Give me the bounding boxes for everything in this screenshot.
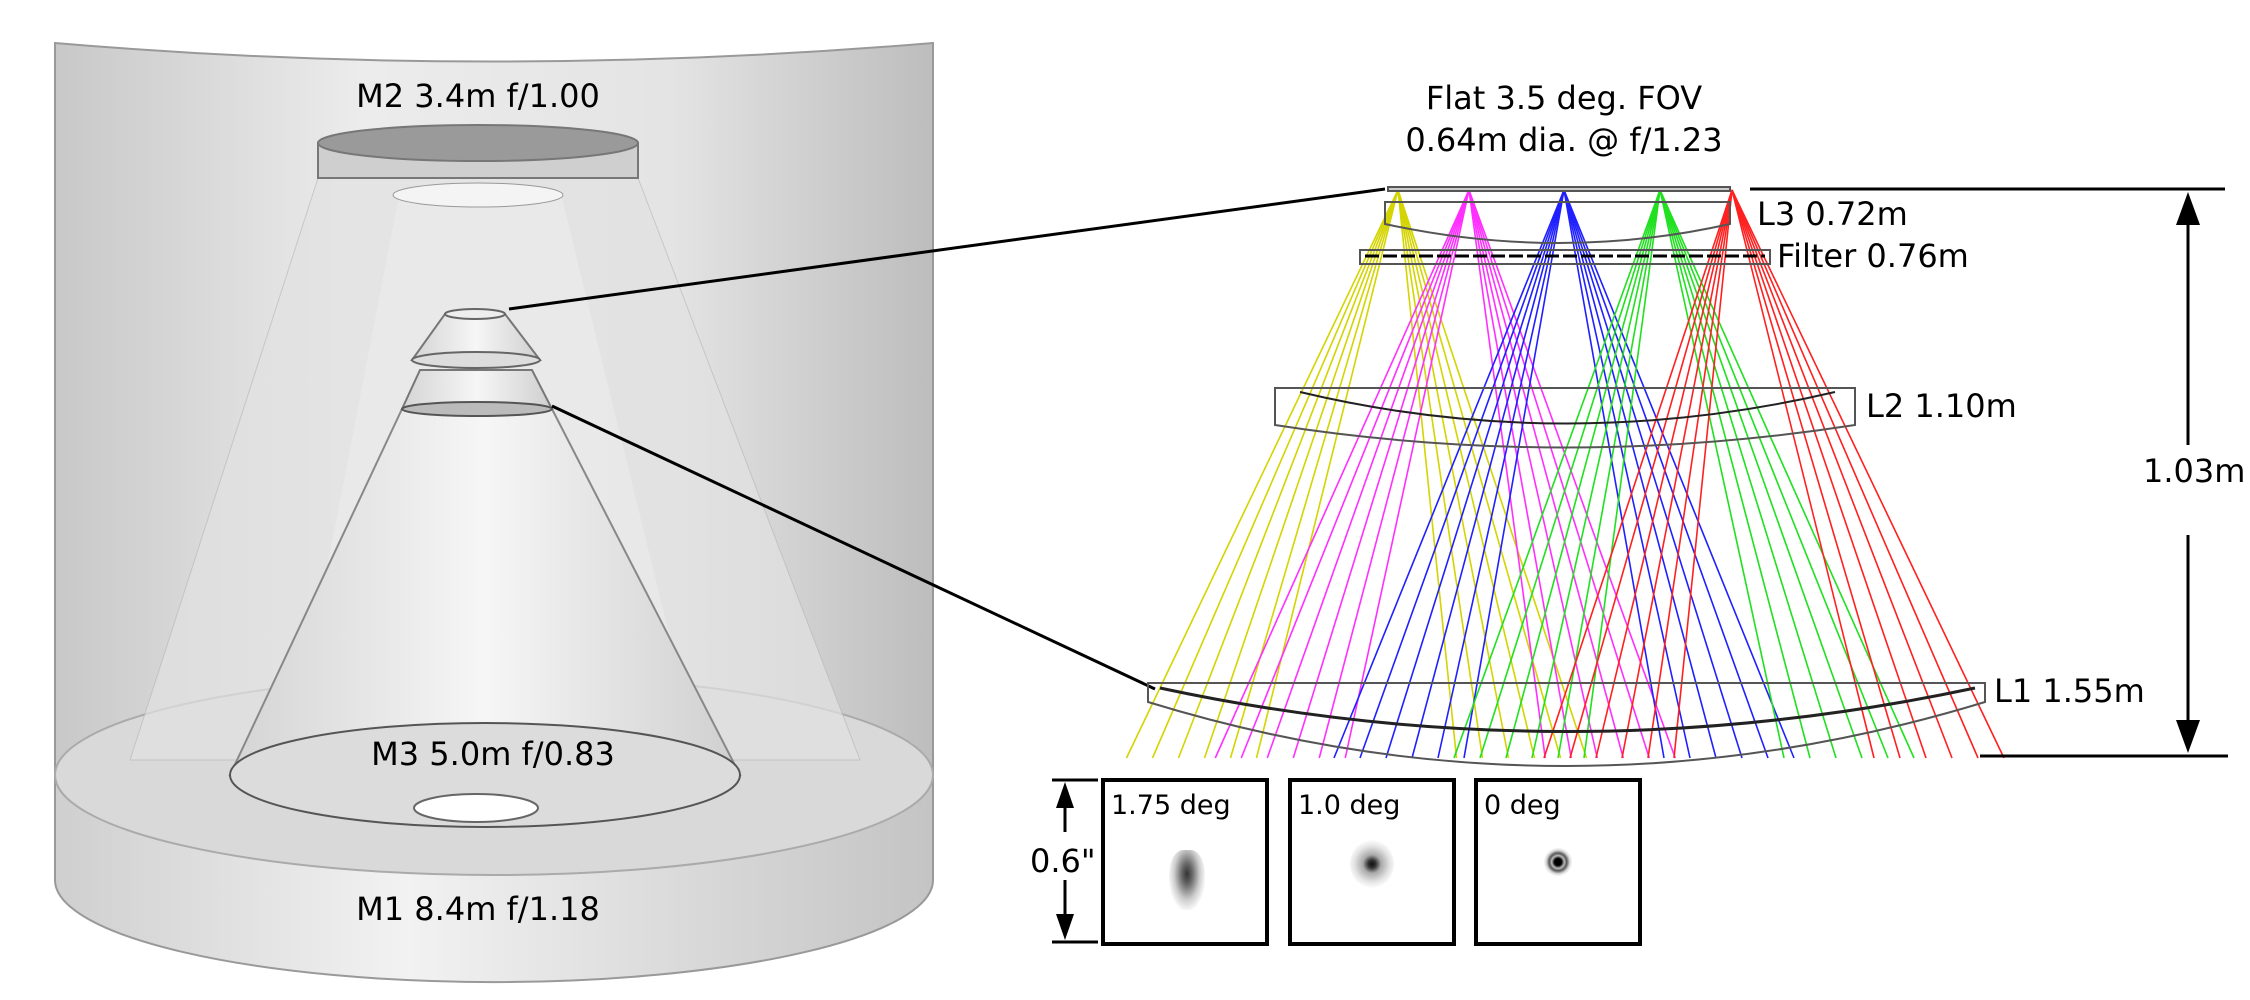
focal-plane	[1387, 186, 1731, 192]
lens-l2	[1274, 387, 1856, 449]
m3-mirror	[229, 722, 741, 828]
ray-red	[1731, 189, 2005, 759]
ray-green	[1659, 189, 1837, 759]
filter-label: Filter 0.76m	[1777, 237, 1969, 275]
lens-l3	[1384, 201, 1731, 244]
psf-spot	[1544, 848, 1572, 876]
psf-spot	[1350, 840, 1394, 888]
psf-panel-label: 0 deg	[1484, 790, 1561, 821]
ray-yellow	[1229, 189, 1399, 759]
psf-scale-label: 0.6"	[1030, 842, 1096, 880]
ray-magenta	[1318, 189, 1470, 759]
lens-l1	[1147, 682, 1986, 767]
filter	[1359, 249, 1771, 265]
ray-red	[1731, 189, 1979, 759]
ray-green	[1453, 189, 1661, 759]
ray-yellow	[1397, 189, 1588, 759]
ray-red	[1543, 189, 1733, 759]
psf-spot	[1169, 850, 1205, 910]
ray-magenta	[1468, 189, 1573, 759]
ray-red	[1731, 189, 1953, 759]
ray-yellow	[1397, 189, 1484, 759]
l3-label: L3 0.72m	[1757, 195, 1908, 233]
leader-line-camera	[508, 187, 1386, 311]
ray-blue	[1333, 189, 1565, 759]
l1-label: L1 1.55m	[1994, 672, 2145, 710]
ray-yellow	[1125, 189, 1399, 759]
ray-yellow	[1177, 189, 1399, 759]
ray-blue	[1563, 189, 1795, 759]
ray-yellow	[1151, 189, 1399, 759]
ray-magenta	[1292, 189, 1470, 759]
psf-panel-2: 1.0 deg	[1288, 778, 1456, 946]
ray-yellow	[1397, 189, 1510, 759]
ray-blue	[1563, 189, 1691, 759]
m1-label: M1 8.4m f/1.18	[356, 890, 600, 928]
psf-panel-label: 1.75 deg	[1111, 790, 1231, 821]
ray-trace	[1125, 189, 2005, 759]
ray-blue	[1463, 189, 1565, 759]
ray-green	[1659, 189, 1889, 759]
m3-hole	[413, 793, 539, 823]
ray-green	[1659, 189, 1863, 759]
m3-label: M3 5.0m f/0.83	[371, 735, 615, 773]
telescope-illustration	[54, 41, 1386, 984]
camera-title-line1: Flat 3.5 deg. FOV	[1425, 79, 1703, 117]
ray-blue	[1563, 189, 1717, 759]
ray-green	[1505, 189, 1661, 759]
ray-blue	[1437, 189, 1565, 759]
ray-red	[1595, 189, 1733, 759]
ray-red	[1647, 189, 1733, 759]
ray-green	[1659, 189, 1811, 759]
camera-optics	[1052, 186, 2228, 944]
ray-green	[1479, 189, 1661, 759]
psf-panel-1: 1.75 deg	[1101, 778, 1269, 946]
leader-line-l1	[551, 404, 1156, 691]
ray-magenta	[1468, 189, 1547, 759]
m2-mirror	[317, 124, 639, 208]
l2-label: L2 1.10m	[1866, 387, 2017, 425]
ray-blue	[1563, 189, 1743, 759]
ray-red	[1731, 189, 1927, 759]
psf-panel-label: 1.0 deg	[1298, 790, 1401, 821]
ray-blue	[1563, 189, 1769, 759]
psf-panel-3: 0 deg	[1474, 778, 1642, 946]
camera-title-line2: 0.64m dia. @ f/1.23	[1405, 121, 1723, 159]
ray-green	[1659, 189, 1785, 759]
ray-magenta	[1266, 189, 1470, 759]
ray-red	[1569, 189, 1733, 759]
ray-red	[1731, 189, 1901, 759]
ray-red	[1731, 189, 1875, 759]
ray-blue	[1563, 189, 1665, 759]
ray-blue	[1359, 189, 1565, 759]
ray-blue	[1385, 189, 1565, 759]
ray-yellow	[1203, 189, 1399, 759]
ray-yellow	[1397, 189, 1458, 759]
ray-magenta	[1240, 189, 1470, 759]
ray-blue	[1411, 189, 1565, 759]
ray-red	[1673, 189, 1733, 759]
ray-yellow	[1397, 189, 1562, 759]
ray-magenta	[1214, 189, 1470, 759]
ray-green	[1531, 189, 1661, 759]
ray-red	[1621, 189, 1733, 759]
ray-yellow	[1397, 189, 1536, 759]
m2-label: M2 3.4m f/1.00	[356, 77, 600, 115]
height-label: 1.03m	[2143, 452, 2246, 490]
ray-magenta	[1344, 189, 1470, 759]
ray-yellow	[1255, 189, 1399, 759]
